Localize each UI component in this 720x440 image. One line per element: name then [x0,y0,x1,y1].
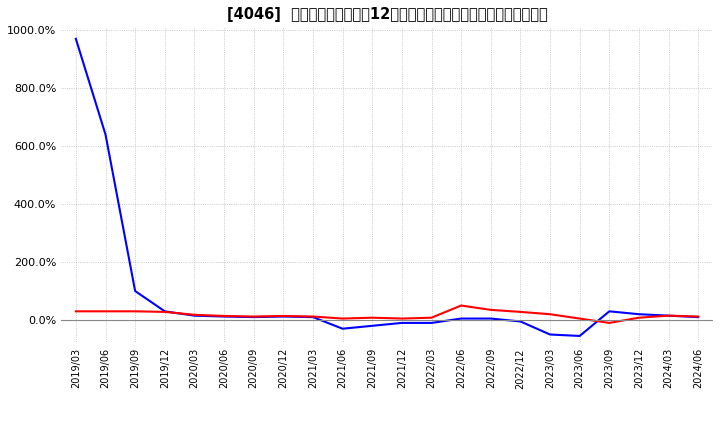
営業CF [368,315,377,320]
フリーCF [665,313,673,318]
営業CF [161,309,169,315]
営業CF [309,314,318,319]
フリーCF [338,326,347,331]
営業CF [190,312,199,317]
営業CF [516,309,525,315]
営業CF [102,309,110,314]
フリーCF [427,320,436,326]
フリーCF [71,36,80,41]
営業CF [456,303,465,308]
フリーCF [102,132,110,137]
フリーCF [220,314,228,319]
営業CF [575,316,584,321]
Title: [4046]  キャッシュフローの12か月移動合計の対前年同期増減率の推移: [4046] キャッシュフローの12か月移動合計の対前年同期増減率の推移 [227,7,547,22]
フリーCF [456,316,465,321]
フリーCF [161,309,169,314]
営業CF [338,316,347,321]
フリーCF [575,334,584,339]
営業CF [665,313,673,318]
フリーCF [694,315,703,320]
営業CF [427,315,436,320]
営業CF [220,313,228,319]
フリーCF [605,309,613,314]
営業CF [279,313,288,319]
営業CF [397,316,406,321]
営業CF [694,314,703,319]
Line: 営業CF: 営業CF [76,305,698,323]
営業CF [634,315,643,320]
フリーCF [546,332,554,337]
営業CF [487,307,495,312]
フリーCF [516,319,525,324]
フリーCF [249,315,258,320]
フリーCF [309,315,318,320]
フリーCF [279,314,288,319]
フリーCF [190,313,199,318]
フリーCF [487,316,495,321]
Line: フリーCF: フリーCF [76,39,698,336]
フリーCF [397,320,406,326]
営業CF [605,320,613,326]
フリーCF [368,323,377,328]
フリーCF [634,312,643,317]
営業CF [249,314,258,319]
フリーCF [131,288,140,293]
営業CF [131,309,140,314]
営業CF [71,309,80,314]
営業CF [546,312,554,317]
